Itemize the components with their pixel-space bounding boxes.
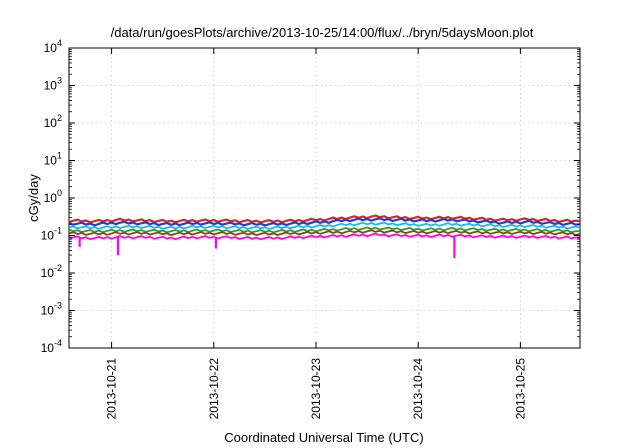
series-line [68,226,581,234]
x-axis-label: Coordinated Universal Time (UTC) [224,430,423,445]
series-line [68,229,581,236]
y-tick-label: 10-3 [41,301,62,318]
y-tick-label: 10-2 [41,263,62,280]
y-tick-label: 100 [44,188,62,205]
y-axis: 10-4 10-3 10-2 10-1 100 101 102 103 104 [41,38,580,355]
y-tick-label: 103 [44,76,62,93]
y-tick-label: 10-4 [41,338,62,355]
x-tick-label: 2013-10-21 [105,358,119,420]
x-axis: 2013-10-21 2013-10-22 2013-10-23 2013-10-24… [105,48,527,420]
series-line [68,232,581,241]
x-tick-label: 2013-10-24 [411,358,425,420]
x-tick-label: 2013-10-23 [309,358,323,420]
y-tick-label: 104 [44,38,62,55]
x-tick-label: 2013-10-22 [207,358,221,420]
y-axis-label: cGy/day [26,174,41,222]
series-line [68,217,581,227]
y-tick-label: 101 [44,151,62,168]
series-line [68,221,581,230]
x-tick-label: 2013-10-25 [513,358,527,420]
y-tick-label: 10-1 [41,226,62,243]
chart-title: /data/run/goesPlots/archive/2013-10-25/1… [111,25,534,40]
grid [69,48,580,348]
y-tick-label: 102 [44,113,62,130]
series-layer [68,214,581,259]
